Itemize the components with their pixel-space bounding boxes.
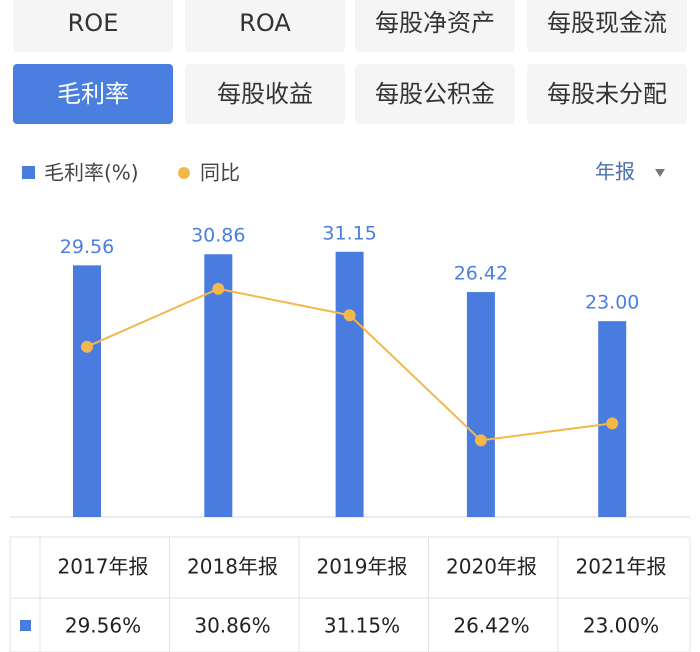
bar [73,265,101,517]
table-header: 2018年报 [187,555,278,579]
bar-value-label: 23.00 [585,292,639,314]
legend-swatch [178,167,190,179]
tab-label[interactable]: 每股公积金 [375,80,495,108]
legend-swatch [22,166,35,179]
tab[interactable] [527,0,687,52]
period-selector[interactable]: 年报 [595,160,635,184]
tab-label[interactable]: 每股未分配 [547,80,667,108]
table-cell: 26.42% [453,614,529,638]
tab-label[interactable]: ROE [68,9,119,37]
bar-value-label: 31.15 [322,222,376,244]
table-header: 2020年报 [446,555,537,579]
legend-label: 同比 [200,161,240,185]
table-header: 2019年报 [317,555,408,579]
tab-label[interactable]: 每股净资产 [375,9,495,37]
line-point [606,417,619,430]
line-point [343,309,356,322]
table-cell: 23.00% [583,614,659,638]
tab[interactable] [185,64,345,124]
tab[interactable] [355,64,515,124]
bar-value-label: 30.86 [191,225,245,247]
table-header: 2021年报 [576,555,667,579]
table-border [9,536,691,652]
table-row-swatch [20,620,31,631]
tab-label[interactable]: 毛利率 [57,80,129,108]
tab[interactable] [527,64,687,124]
tab-label[interactable]: 每股收益 [217,80,313,108]
bar [335,251,364,517]
tab[interactable] [185,0,345,52]
table-header: 2017年报 [58,555,149,579]
bar-value-label: 26.42 [454,263,508,285]
table-cell: 29.56% [65,614,141,638]
tab[interactable] [355,0,515,52]
table-cell: 30.86% [194,614,270,638]
table-cell: 31.15% [324,614,400,638]
line-point [474,434,487,447]
bar-value-label: 29.56 [60,236,114,258]
tab-label[interactable]: ROA [239,9,291,37]
bar [466,292,495,517]
bar [204,254,233,517]
dropdown-arrow[interactable] [655,169,665,177]
line-point [81,340,93,353]
legend-label: 毛利率(%) [44,161,139,185]
tab-label[interactable]: 每股现金流 [547,9,667,37]
tab[interactable] [13,64,173,124]
tab[interactable] [13,0,173,52]
line-point [212,282,225,295]
